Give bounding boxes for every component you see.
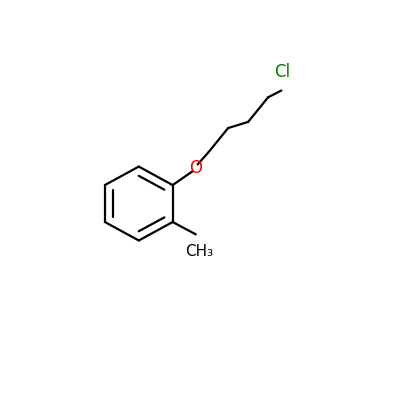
Text: Cl: Cl [274,63,290,81]
Text: CH₃: CH₃ [185,244,214,258]
Text: O: O [189,159,202,177]
